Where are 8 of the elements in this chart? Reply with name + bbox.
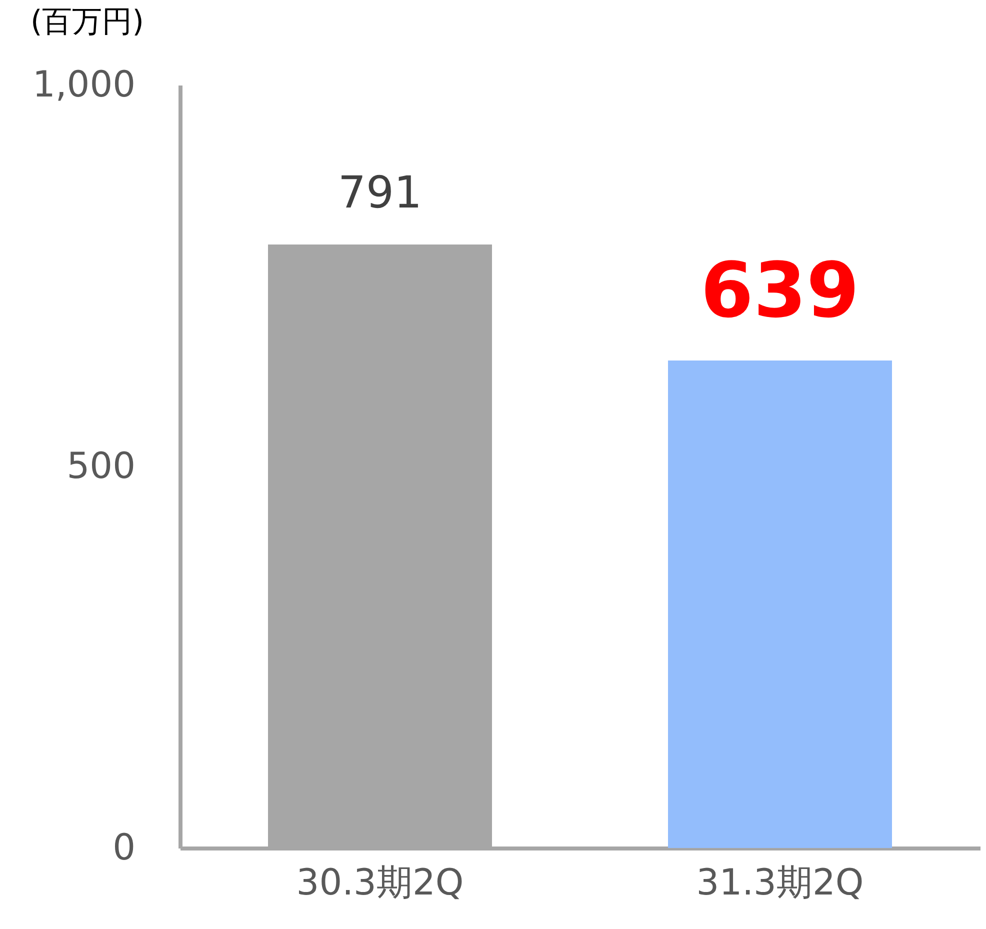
y-tick-label: 500 [66,446,136,487]
x-tick-label: 30.3期2Q [296,862,464,904]
data-label: 791 [338,167,422,218]
y-tick-label: 1,000 [32,64,136,106]
y-axis-title: (百万円) [30,4,144,40]
y-tick-label: 0 [112,828,136,868]
data-label: 639 [700,245,860,334]
x-tick-label: 31.3期2Q [696,862,864,904]
